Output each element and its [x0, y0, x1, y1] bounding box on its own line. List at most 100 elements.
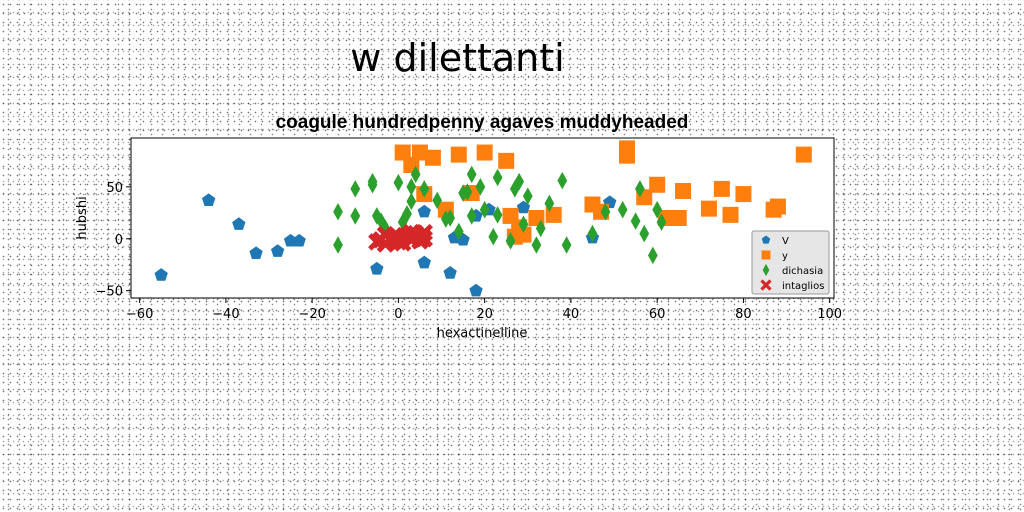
data-point-dichasia — [475, 178, 486, 196]
legend: Vy dichasia intaglios — [751, 230, 830, 295]
legend-label: intaglios — [782, 281, 824, 292]
data-point-dichasia — [492, 168, 503, 187]
data-point-y — [675, 182, 692, 199]
x-tick-label: 60 — [649, 307, 666, 322]
legend-label: y — [782, 251, 788, 262]
data-point-dichasia — [561, 236, 572, 254]
data-point-V — [249, 246, 263, 259]
data-point-dichasia — [367, 172, 378, 191]
data-point-y — [769, 198, 786, 215]
data-point-y — [649, 176, 666, 193]
data-point-dichasia — [488, 227, 499, 246]
data-point-dichasia — [630, 212, 641, 230]
data-point-y — [618, 140, 635, 157]
x-tick-label: 0 — [394, 307, 402, 322]
data-point-V — [283, 233, 298, 247]
data-point-dichasia — [466, 165, 477, 184]
data-point-y — [713, 180, 730, 197]
data-point-dichasia — [647, 246, 658, 265]
y-tick-label: 50 — [106, 181, 123, 196]
y-tick-label: −50 — [96, 285, 123, 300]
data-point-dichasia — [333, 202, 343, 221]
data-point-V — [417, 255, 431, 269]
x-tick-label: −60 — [126, 307, 153, 322]
data-point-dichasia — [458, 184, 468, 202]
data-point-dichasia — [600, 202, 611, 221]
legend-marker-intaglios — [760, 279, 772, 291]
data-point-dichasia — [522, 187, 533, 205]
data-point-y — [411, 144, 428, 161]
data-point-V — [469, 283, 483, 297]
plot-area — [130, 137, 835, 299]
data-point-dichasia — [656, 213, 667, 231]
data-point-y — [515, 226, 532, 243]
legend-label: dichasia — [782, 266, 823, 277]
data-point-dichasia — [393, 173, 404, 192]
data-point-intaglios — [385, 226, 403, 245]
data-point-dichasia — [617, 200, 628, 219]
data-point-intaglios — [411, 232, 429, 250]
data-point-y — [424, 149, 441, 166]
data-point-y — [735, 186, 752, 203]
data-point-V — [154, 268, 168, 281]
y-axis-label: hubshi — [75, 196, 90, 239]
data-point-dichasia — [505, 232, 516, 250]
data-point-dichasia — [453, 222, 464, 241]
data-point-y — [476, 144, 493, 161]
legend-marker-V — [761, 235, 771, 244]
legend-label: V — [782, 236, 789, 247]
data-point-V — [292, 233, 306, 247]
legend-box — [751, 230, 830, 295]
data-point-dichasia — [462, 183, 473, 201]
data-point-dichasia — [406, 192, 417, 211]
data-point-dichasia — [410, 165, 421, 184]
x-axis-label: hexactinelline — [437, 326, 528, 341]
x-tick-label: 100 — [817, 307, 842, 322]
data-point-dichasia — [350, 180, 361, 198]
data-point-dichasia — [535, 219, 546, 238]
legend-marker-y — [761, 250, 771, 260]
data-point-y — [670, 210, 687, 226]
data-point-V — [370, 261, 384, 275]
ticks-layer: −60 −40 −20 0 20 40 60 80 100 −50 0 50 — [96, 181, 843, 322]
y-tick-label: 0 — [115, 233, 123, 248]
data-point-V — [270, 244, 285, 257]
data-point-dichasia — [419, 180, 430, 198]
data-point-dichasia — [635, 180, 645, 198]
x-tick-label: −20 — [298, 307, 325, 322]
data-point-y — [700, 200, 717, 217]
data-point-dichasia — [518, 215, 529, 234]
data-point-y — [722, 206, 739, 223]
data-point-dichasia — [445, 209, 456, 227]
data-point-dichasia — [557, 171, 568, 190]
x-tick-label: 80 — [735, 307, 752, 322]
data-point-V — [417, 204, 431, 218]
data-point-dichasia — [652, 200, 663, 219]
data-point-dichasia — [544, 194, 555, 213]
points-layer — [154, 140, 812, 297]
data-point-y — [795, 146, 812, 163]
data-point-V — [232, 217, 246, 230]
data-point-y — [394, 144, 411, 161]
data-point-dichasia — [587, 224, 598, 243]
data-point-V — [201, 193, 216, 206]
x-tick-label: 20 — [476, 307, 493, 322]
x-tick-label: 40 — [563, 307, 580, 322]
data-point-V — [443, 266, 457, 279]
data-point-dichasia — [479, 200, 490, 219]
data-point-dichasia — [531, 236, 542, 254]
legend-marker-dichasia — [762, 263, 770, 277]
data-point-dichasia — [492, 206, 503, 224]
x-tick-label: −40 — [212, 307, 239, 322]
data-point-dichasia — [639, 224, 650, 243]
data-point-dichasia — [514, 172, 525, 191]
data-point-dichasia — [350, 207, 361, 225]
data-point-V — [516, 200, 531, 214]
data-point-y — [498, 152, 515, 169]
chart-title: coagule hundredpenny agaves muddyheaded — [276, 112, 689, 133]
page-title: w dilettanti — [350, 36, 565, 80]
data-point-dichasia — [466, 207, 477, 225]
data-point-dichasia — [371, 207, 382, 225]
data-point-dichasia — [406, 178, 417, 196]
